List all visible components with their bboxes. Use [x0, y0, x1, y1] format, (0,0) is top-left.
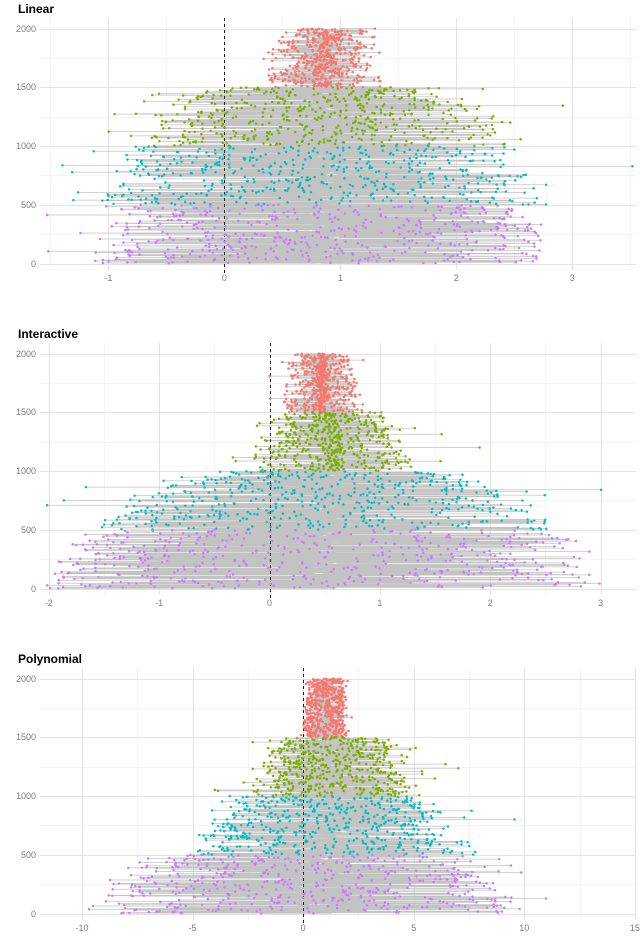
chart-canvas-interactive — [0, 325, 640, 650]
chart-canvas-linear — [0, 0, 640, 325]
chart-canvas-polynomial — [0, 650, 640, 939]
